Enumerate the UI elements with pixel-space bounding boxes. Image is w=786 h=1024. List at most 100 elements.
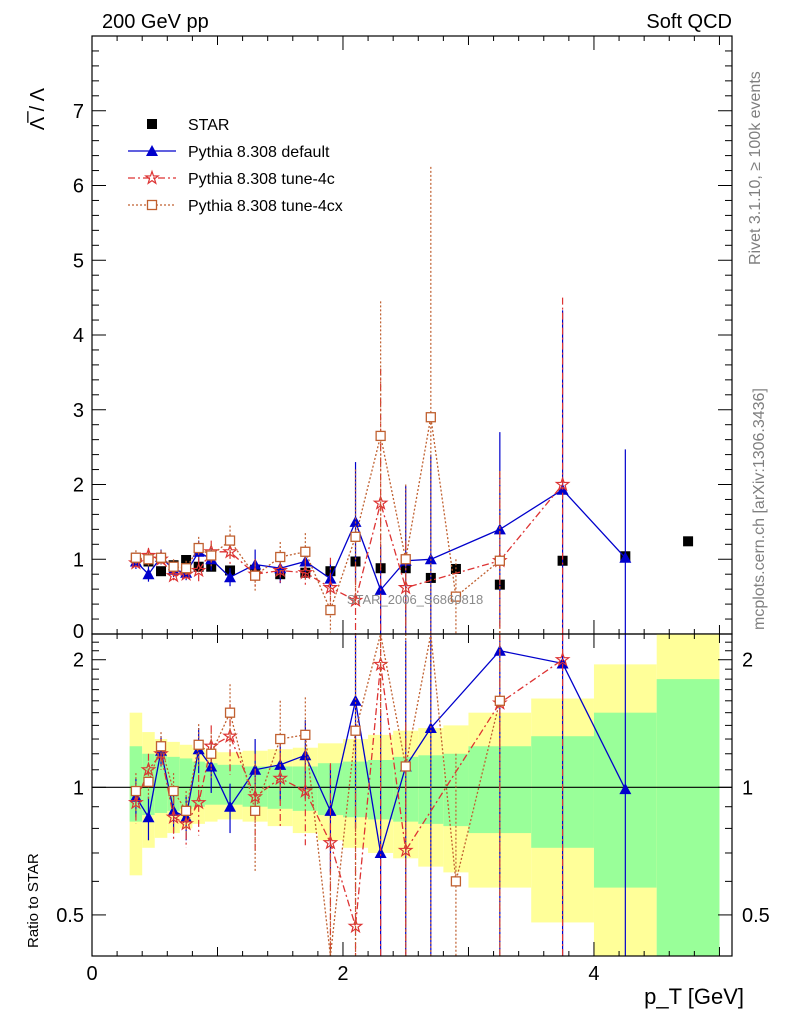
pythia-tune-4cx-point xyxy=(180,563,192,574)
pythia-tune-4cx-ratio-point xyxy=(249,805,261,817)
main-y-tick-label: 3 xyxy=(73,400,84,422)
mcplots-label: mcplots.cern.ch [arXiv:1306.3436] xyxy=(751,388,768,630)
pythia-tune-4c-point xyxy=(272,562,289,578)
ratio-y-tick-label: 2 xyxy=(73,650,84,672)
pythia-tune-4cx-ratio-point xyxy=(450,876,462,887)
pythia-default-point xyxy=(142,568,155,580)
pythia-tune-4cx-point xyxy=(249,570,261,581)
pythia-tune-4cx-point xyxy=(450,591,462,602)
pythia-default-ratio-point xyxy=(619,783,632,795)
band-green-bin xyxy=(179,758,193,809)
ratio-y-tick-label: 1 xyxy=(73,777,84,799)
star-point xyxy=(683,536,694,547)
pythia-default-ratio-point xyxy=(224,800,237,812)
pythia-tune-4cx-ratio-point xyxy=(143,776,154,788)
pythia-tune-4c-point xyxy=(297,564,314,580)
pythia-tune-4cx-ratio-point xyxy=(130,785,142,797)
analysis-watermark: STAR_2006_S6860818 xyxy=(347,592,483,607)
pythia-tune-4c-ratio-line xyxy=(135,659,563,927)
legend-label-star: STAR xyxy=(188,117,229,134)
star-point xyxy=(193,561,204,572)
main-y-tick-label: 6 xyxy=(73,176,84,198)
pythia-default-ratio-point xyxy=(349,694,362,706)
pythia-tune-4cx-point xyxy=(375,430,386,442)
pythia-tune-4c-ratio-point xyxy=(397,842,414,858)
pythia-default-point xyxy=(224,571,237,583)
pythia-tune-4cx-point xyxy=(400,554,411,565)
ratio-frame xyxy=(91,633,733,957)
legend-label-pythia-default: Pythia 8.308 default xyxy=(188,144,330,161)
header-right: Soft QCD xyxy=(646,11,732,33)
main-panel: 1 2 3 4 5 6 7 0 STAR_2006_S6860818 Λ̅ / Λ STAR P… xyxy=(26,35,733,643)
pythia-tune-4c-ratio-point xyxy=(222,727,238,744)
header-left: 200 GeV pp xyxy=(102,11,209,33)
main-y-tick-label-zero: 0 xyxy=(73,621,84,643)
ratio-y-label: Ratio to STAR xyxy=(25,853,42,948)
pythia-default-point xyxy=(619,551,632,563)
legend-label-pythia-tune-4c: Pythia 8.308 tune-4c xyxy=(188,171,335,188)
pythia-tune-4c-ratio-point xyxy=(554,651,571,667)
band-green-bin xyxy=(192,761,205,807)
pythia-tune-4c-point xyxy=(554,476,571,492)
legend: STAR Pythia 8.308 default Pythia 8.308 tun… xyxy=(128,117,343,215)
main-y-tick-label: 1 xyxy=(73,549,84,571)
pythia-tune-4cx-ratio-point xyxy=(275,733,286,745)
legend-marker-star xyxy=(147,119,157,129)
ratio-y-tick-label: 0.5 xyxy=(56,905,84,927)
pythia-tune-4cx-point xyxy=(206,550,217,561)
legend-marker-pythia-tune-4c xyxy=(144,169,160,185)
pythia-tune-4cx-line xyxy=(135,417,501,612)
legend-marker-pythia-tune-4cx xyxy=(146,199,158,211)
pythia-tune-4cx-ratio-point xyxy=(400,761,411,772)
main-y-tick-label: 7 xyxy=(73,101,84,123)
pythia-tune-4c-ratio-point xyxy=(140,761,157,777)
ratio-y-tick-label-right: 0.5 xyxy=(742,905,770,927)
pythia-default-ratio-point xyxy=(374,846,387,858)
x-tick-label: 2 xyxy=(337,963,348,985)
pythia-default-point xyxy=(424,553,437,565)
pythia-tune-4cx-point xyxy=(275,551,286,563)
pythia-tune-4cx-point xyxy=(130,552,142,563)
main-y-label: Λ̅ / Λ xyxy=(26,87,49,130)
x-axis-label: p_T [GeV] xyxy=(644,984,744,1009)
pythia-tune-4c-ratio-point xyxy=(165,808,182,825)
pythia-tune-4cx-point xyxy=(300,546,311,557)
pythia-tune-4cx-point xyxy=(325,604,336,616)
ratio-y-tick-label-right: 2 xyxy=(742,650,753,672)
x-tick-label: 4 xyxy=(588,963,599,985)
pythia-tune-4cx-point xyxy=(193,542,204,554)
pythia-tune-4cx-point xyxy=(224,535,236,546)
pythia-tune-4cx-ratio-point xyxy=(180,805,192,817)
pythia-tune-4c-ratio-point xyxy=(247,788,264,804)
ratio-panel: 0 2 4 0.5 0.5 1 1 2 2 Ratio to STAR xyxy=(25,633,770,985)
pythia-tune-4cx-ratio-point xyxy=(494,695,505,706)
pythia-tune-4cx-ratio-point xyxy=(206,748,217,759)
pythia-tune-4c-point xyxy=(165,567,182,583)
star-point xyxy=(156,566,167,577)
pythia-tune-4c-ratio-point xyxy=(347,917,364,934)
pythia-tune-4cx-ratio-point xyxy=(300,729,311,740)
pythia-tune-4cx-ratio-point xyxy=(155,741,167,752)
pythia-tune-4c-ratio-point xyxy=(178,815,195,831)
pythia-tune-4cx-ratio-point xyxy=(168,785,179,797)
pythia-tune-4cx-point xyxy=(143,554,154,565)
pythia-tune-4cx-ratio-point xyxy=(350,725,361,736)
pythia-tune-4cx-point xyxy=(155,552,167,563)
legend-label-pythia-tune-4cx: Pythia 8.308 tune-4cx xyxy=(188,198,343,215)
pythia-tune-4c-ratio-point xyxy=(297,782,314,798)
x-tick-label: 0 xyxy=(86,963,97,985)
main-y-tick-label: 5 xyxy=(73,250,84,272)
main-y-tick-label: 2 xyxy=(73,475,84,497)
pythia-tune-4c-point xyxy=(190,562,207,578)
legend-marker-pythia-default xyxy=(146,145,158,156)
pythia-tune-4c-ratio-point xyxy=(190,794,207,810)
pythia-tune-4cx-point xyxy=(494,555,505,566)
star-point xyxy=(181,554,192,565)
band-green-bin xyxy=(656,679,720,956)
pythia-tune-4cx-point xyxy=(168,561,179,572)
pythia-tune-4c-point xyxy=(322,579,339,595)
pythia-tune-4cx-point xyxy=(425,412,436,423)
main-y-tick-label: 4 xyxy=(73,325,84,347)
pythia-tune-4cx-ratio-line xyxy=(135,634,501,956)
